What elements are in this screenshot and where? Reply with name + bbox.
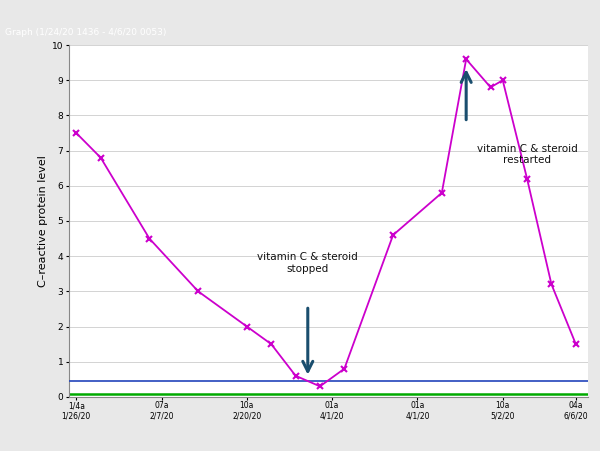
Y-axis label: C–reactive protein level: C–reactive protein level — [38, 155, 48, 287]
Text: Graph (1/24/20 1436 - 4/6/20 0053): Graph (1/24/20 1436 - 4/6/20 0053) — [5, 28, 166, 37]
Text: vitamin C & steroid
stopped: vitamin C & steroid stopped — [257, 252, 358, 274]
Text: vitamin C & steroid
restarted: vitamin C & steroid restarted — [477, 143, 577, 165]
